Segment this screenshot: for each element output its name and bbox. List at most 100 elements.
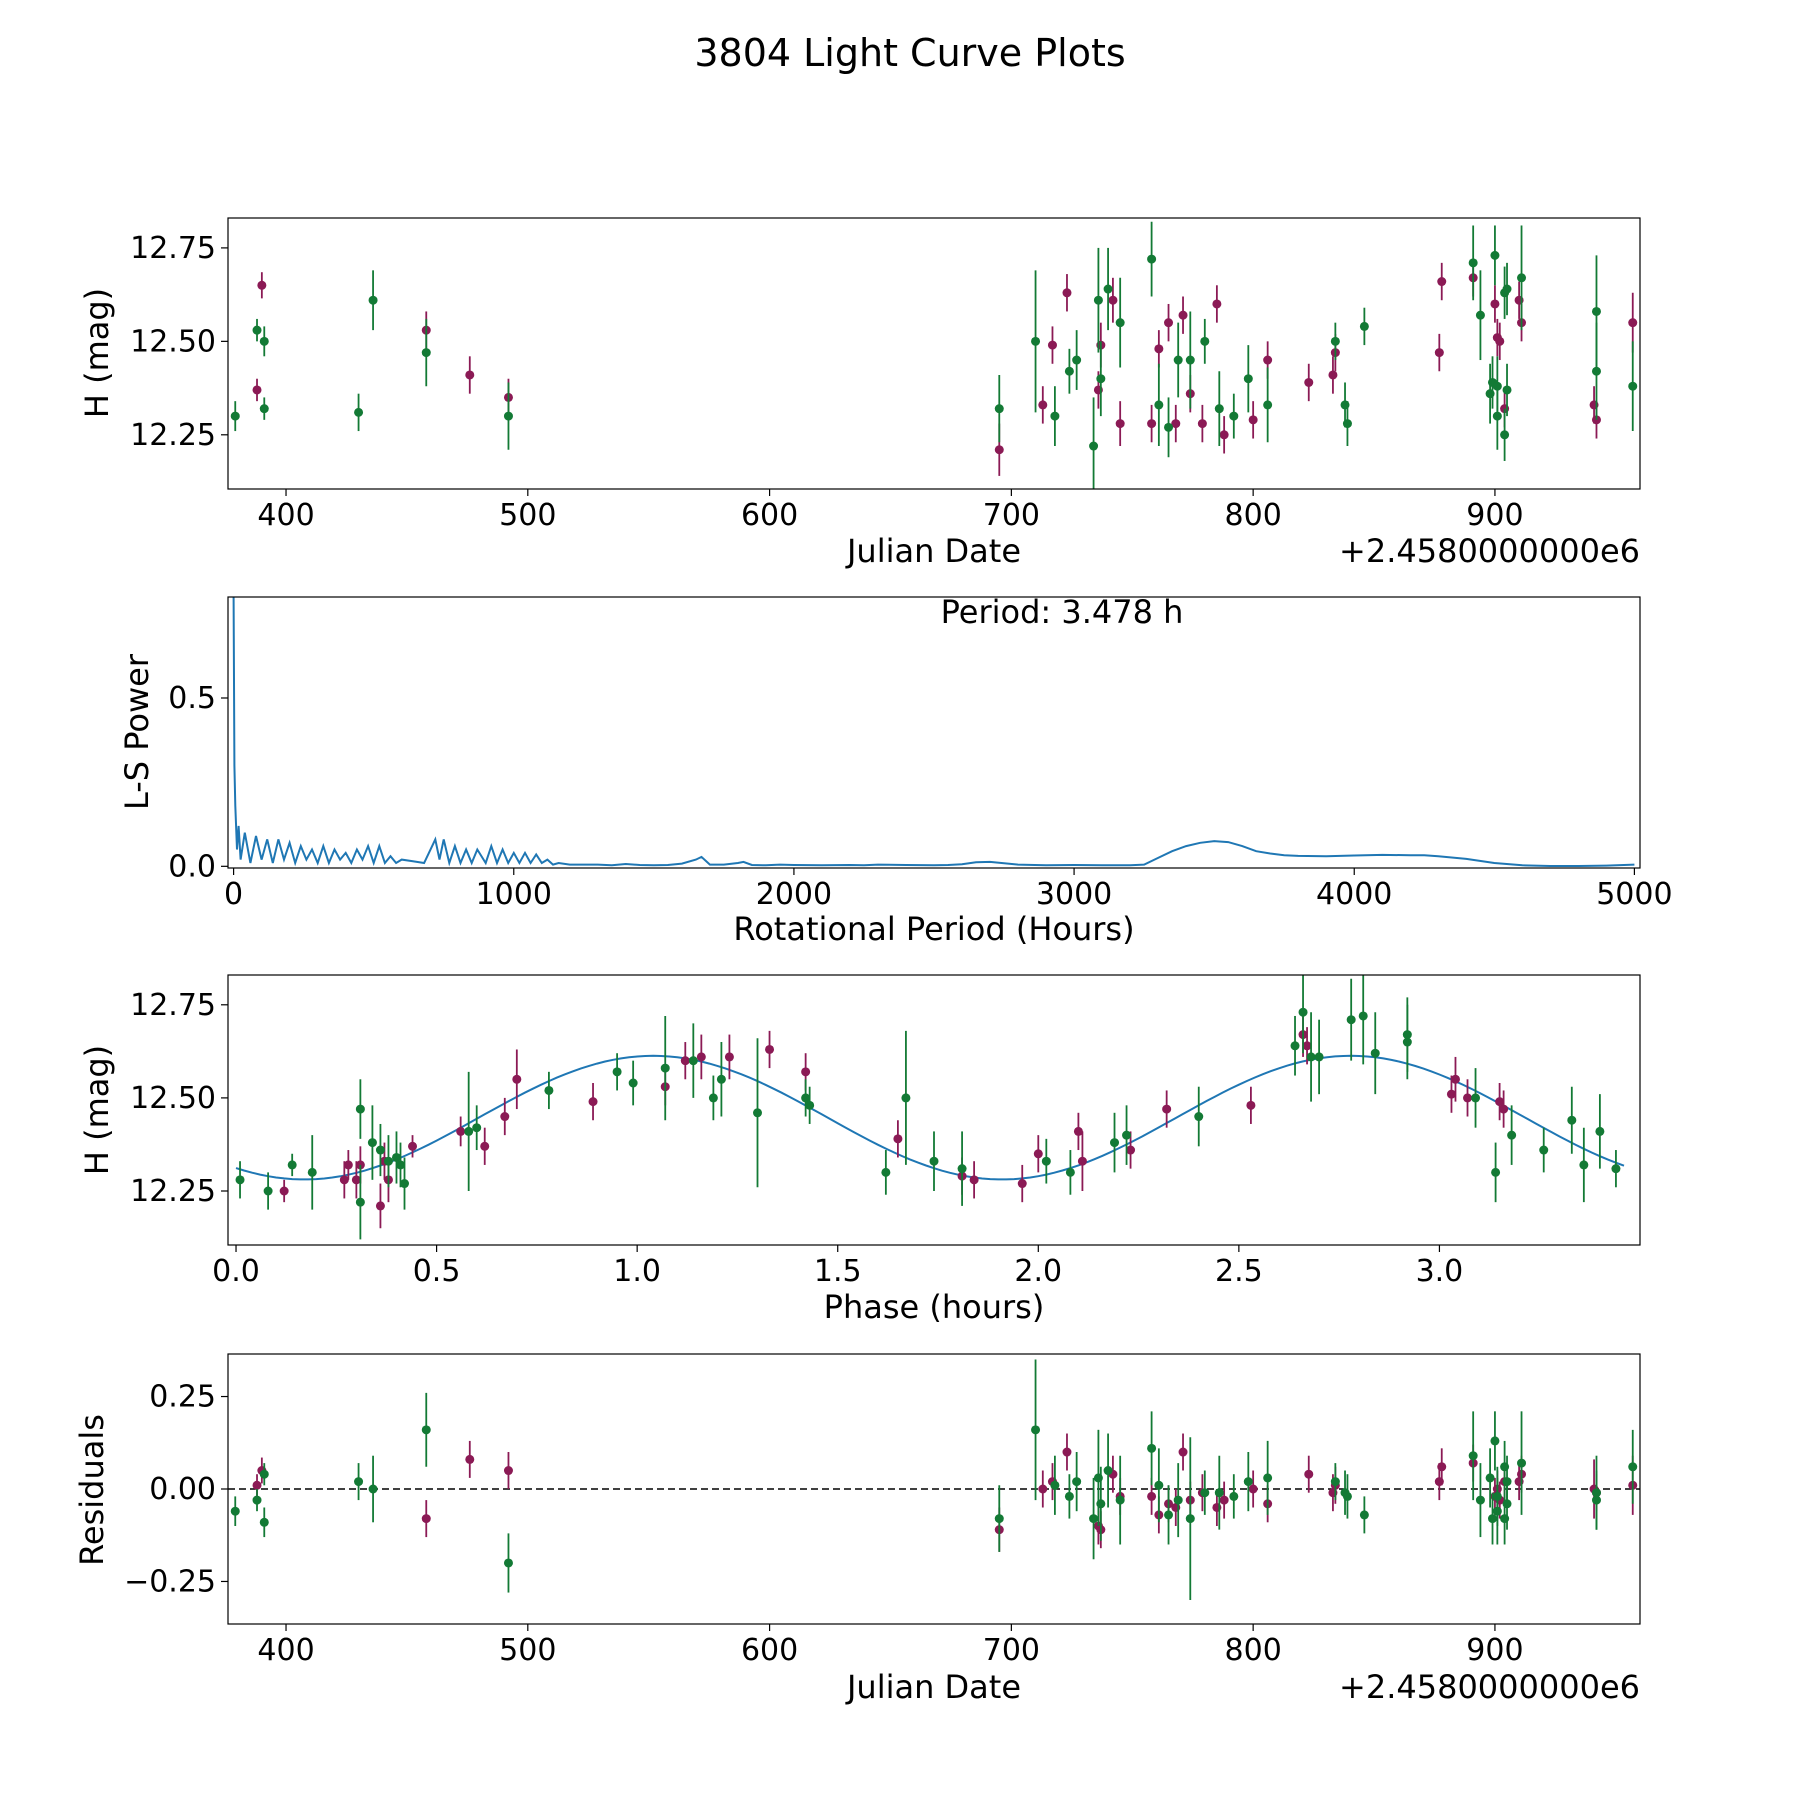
data-point xyxy=(287,1160,297,1170)
phased-ylabel: H (mag) xyxy=(78,1045,116,1175)
periodogram-ytick-label: 0.0 xyxy=(168,849,216,884)
data-point xyxy=(339,1175,349,1185)
data-point xyxy=(724,1052,734,1062)
data-point xyxy=(354,407,364,417)
lightcurve-ytick-label: 12.25 xyxy=(130,418,216,453)
data-point xyxy=(259,336,269,346)
data-point xyxy=(1164,1510,1174,1520)
data-point xyxy=(367,1138,377,1148)
data-point xyxy=(1096,374,1106,384)
periodogram-xtick-label: 3000 xyxy=(1036,877,1112,912)
periodogram-panel: 0 1000 2000 3000 4000 5000 0.0 0.5 Period: 3.47… xyxy=(118,593,1673,948)
residuals-xlabel: Julian Date xyxy=(845,1668,1021,1706)
data-point xyxy=(1178,1447,1188,1457)
data-point xyxy=(391,1152,401,1162)
data-point xyxy=(1072,1477,1082,1487)
data-point xyxy=(257,280,267,290)
data-point xyxy=(1490,250,1500,260)
data-point xyxy=(383,1156,393,1166)
period-annotation: Period: 3.478 h xyxy=(941,593,1184,631)
periodogram-xtick-label: 0 xyxy=(224,877,243,912)
data-point xyxy=(1200,1488,1210,1498)
data-point xyxy=(354,1477,364,1487)
residuals-xtick-label: 400 xyxy=(257,1633,314,1668)
data-point xyxy=(680,1056,690,1066)
data-point xyxy=(1488,1514,1498,1524)
data-point xyxy=(588,1097,598,1107)
periodogram-ticks: 0 1000 2000 3000 4000 5000 0.0 0.5 xyxy=(168,681,1672,912)
data-point xyxy=(500,1112,510,1122)
data-point xyxy=(1490,299,1500,309)
lightcurve-xtick-label: 800 xyxy=(1225,498,1282,533)
residuals-ticks: 400 500 600 700 800 900 −0.25 0.00 0.25 xyxy=(124,1380,1524,1668)
model-fit-curve xyxy=(235,1054,1625,1181)
data-point xyxy=(503,1558,513,1568)
residuals-xtick-label: 500 xyxy=(499,1633,556,1668)
data-point xyxy=(801,1093,811,1103)
data-point xyxy=(1162,1104,1172,1114)
data-point xyxy=(1229,1491,1239,1501)
residuals-ytick-label: 0.00 xyxy=(149,1472,216,1507)
data-point xyxy=(400,1179,409,1189)
residuals-panel: 400 500 600 700 800 900 −0.25 0.00 0.25 Julian D… xyxy=(73,1353,1641,1706)
lightcurve-marks xyxy=(230,221,1638,489)
data-point xyxy=(801,1067,811,1077)
data-point xyxy=(805,1100,815,1110)
data-point xyxy=(1628,1462,1638,1472)
data-point xyxy=(1500,430,1510,440)
data-point xyxy=(1062,288,1072,298)
data-point xyxy=(1154,1480,1164,1490)
data-point xyxy=(901,1093,911,1103)
data-point xyxy=(1591,306,1601,316)
data-point xyxy=(881,1167,891,1177)
data-point xyxy=(1194,1112,1204,1122)
data-point xyxy=(1507,1130,1517,1140)
data-point xyxy=(1214,404,1224,414)
data-point xyxy=(1171,419,1181,429)
residuals-marks xyxy=(228,1359,1640,1600)
data-point xyxy=(1475,1495,1485,1505)
data-point xyxy=(1047,340,1057,350)
periodogram-plot-area xyxy=(232,597,1635,867)
periodogram-xtick-label: 2000 xyxy=(756,877,832,912)
data-point xyxy=(1437,1462,1447,1472)
data-point xyxy=(1298,1007,1308,1017)
data-point xyxy=(1050,411,1060,421)
data-point xyxy=(1185,1514,1195,1524)
data-point xyxy=(1038,1484,1048,1494)
lightcurve-xlabel: Julian Date xyxy=(845,532,1021,570)
data-point xyxy=(1579,1160,1589,1170)
data-point xyxy=(464,1126,474,1136)
data-point xyxy=(465,1454,475,1464)
data-point xyxy=(1611,1164,1621,1174)
data-point xyxy=(252,325,262,335)
data-point xyxy=(1072,355,1082,365)
data-point xyxy=(893,1134,903,1144)
data-point xyxy=(1304,1469,1314,1479)
phased-marks xyxy=(235,975,1625,1240)
phased-ytick-label: 12.50 xyxy=(130,1081,216,1116)
data-point xyxy=(1499,1104,1509,1114)
lightcurve-ylabel: H (mag) xyxy=(78,288,116,418)
lightcurve-xtick-label: 500 xyxy=(499,498,556,533)
data-point xyxy=(1041,1156,1051,1166)
data-point xyxy=(1495,336,1505,346)
data-point xyxy=(1089,441,1099,451)
lightcurve-axes-frame xyxy=(227,217,1641,490)
data-point xyxy=(368,1484,378,1494)
data-point xyxy=(1173,355,1183,365)
periodogram-xtick-label: 1000 xyxy=(476,877,552,912)
data-point xyxy=(343,1160,353,1170)
phased-xtick-label: 1.0 xyxy=(613,1254,661,1289)
data-point xyxy=(1077,1156,1087,1166)
data-point xyxy=(1346,1015,1356,1025)
lightcurve-ticks: 400 500 600 700 800 900 12.25 12.50 12.75 xyxy=(130,231,1523,533)
data-point xyxy=(263,1186,273,1196)
data-point xyxy=(1446,1089,1456,1099)
residuals-offset-label: +2.4580000000e6 xyxy=(1339,1668,1640,1706)
data-point xyxy=(395,1160,405,1170)
data-point xyxy=(259,1517,269,1527)
data-point xyxy=(1263,400,1273,410)
data-point xyxy=(421,1425,431,1435)
data-point xyxy=(1492,1491,1502,1501)
